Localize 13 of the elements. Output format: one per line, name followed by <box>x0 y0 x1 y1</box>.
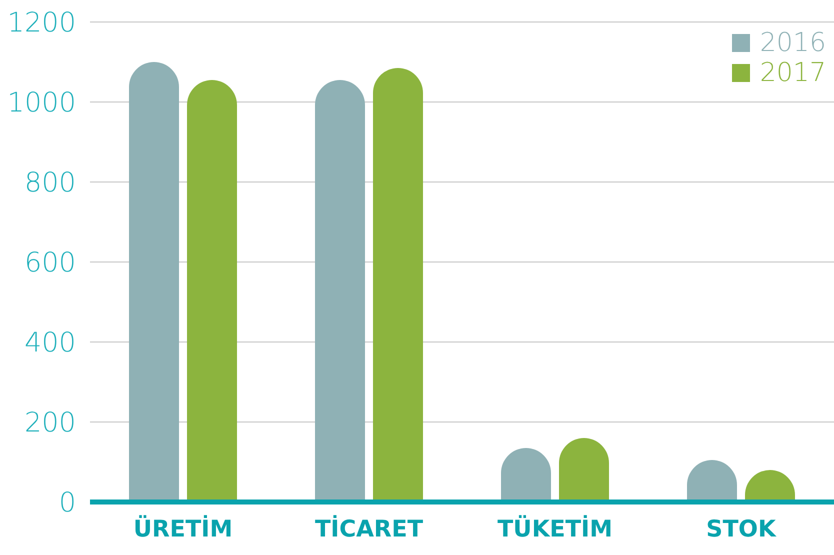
y-tick-label: 600 <box>24 248 76 279</box>
y-tick-label: 1000 <box>7 88 76 119</box>
y-tick-label: 400 <box>24 328 76 359</box>
x-tick-label: TİCARET <box>314 514 424 542</box>
y-tick-label: 1200 <box>7 8 76 39</box>
legend-label: 2016 <box>758 28 826 58</box>
x-tick-label: TÜKETİM <box>497 514 613 542</box>
x-tick-label: STOK <box>706 516 777 542</box>
x-tick-label: ÜRETİM <box>133 514 233 542</box>
y-tick-label: 800 <box>24 168 76 199</box>
y-tick-label: 0 <box>58 488 76 519</box>
y-tick-label: 200 <box>24 408 76 439</box>
legend-label: 2017 <box>758 58 826 88</box>
